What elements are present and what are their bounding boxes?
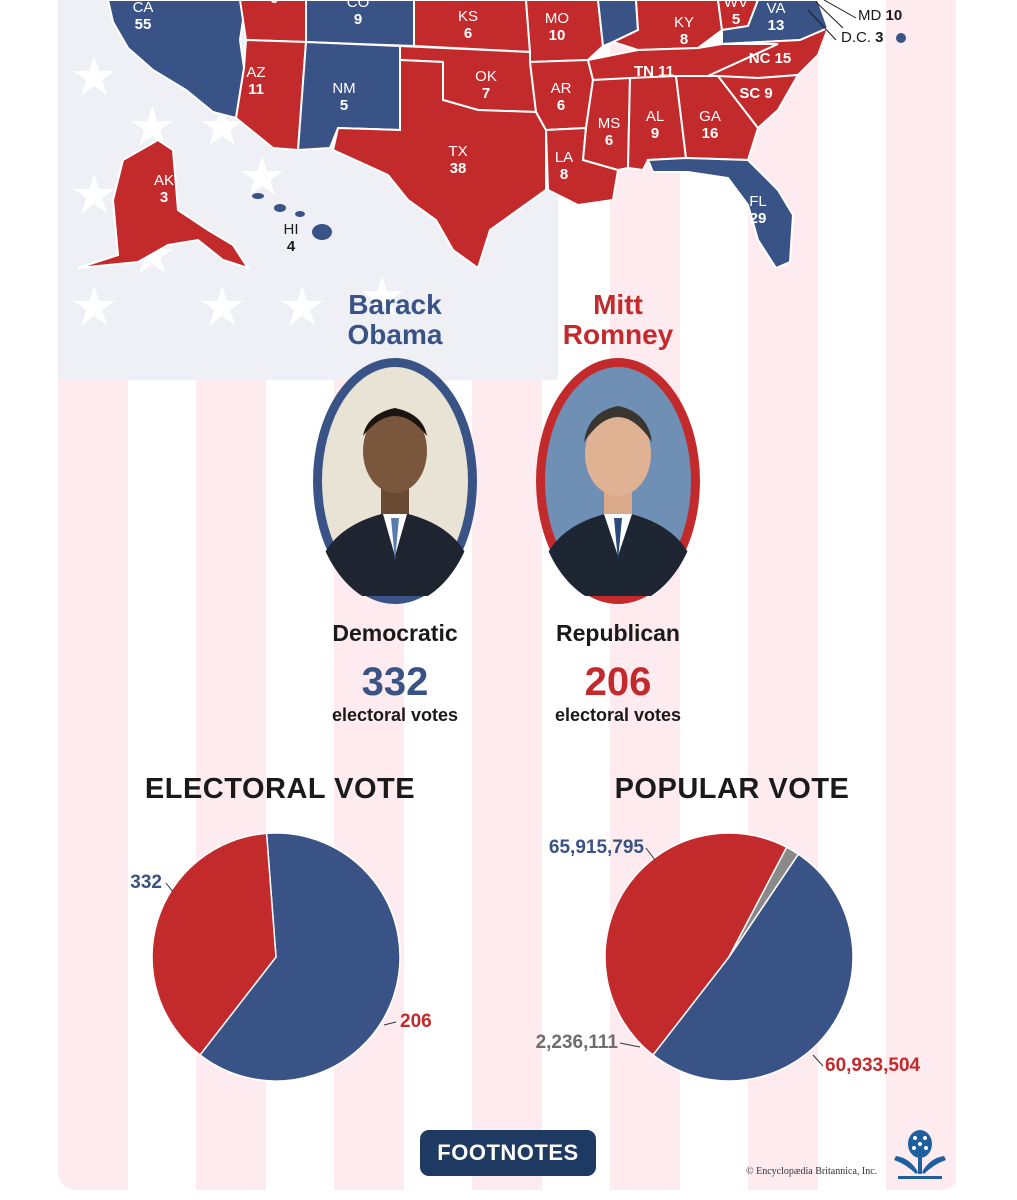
candidate-name-romney: Mitt Romney xyxy=(562,289,674,350)
state-label-hi: HI 4 xyxy=(283,221,299,255)
electoral-count-romney: 206 xyxy=(584,660,652,704)
pie-slice-democratic xyxy=(651,853,854,1082)
dc-marker xyxy=(896,33,906,43)
state-label-ok: OK 7 xyxy=(475,68,497,102)
pie-leader-line xyxy=(383,1021,397,1026)
state-label-ga: GA 16 xyxy=(699,108,721,142)
party-label-republican: Republican xyxy=(556,620,680,646)
pie-label-democratic: 65,915,795 xyxy=(549,837,645,858)
callout-label-md: MD 10 xyxy=(858,7,903,24)
star-icon: ★ xyxy=(70,163,119,226)
footnotes-button[interactable]: FOOTNOTES xyxy=(420,1130,596,1176)
callout-line xyxy=(807,9,837,41)
pie-leader-line xyxy=(619,1042,641,1048)
britannica-thistle-logo xyxy=(894,1130,946,1179)
pie-slice-republican xyxy=(151,832,277,1057)
pie-leader-line xyxy=(165,882,174,893)
state-label-nm: NM 5 xyxy=(332,80,356,114)
state-label-tn: TN 11 xyxy=(633,63,675,80)
electoral-count-obama: 332 xyxy=(361,660,429,704)
pie-slice-republican xyxy=(604,832,788,1057)
star-icon: ★ xyxy=(198,275,247,338)
state-label-la: LA 8 xyxy=(554,149,574,183)
state-label-mo: MO 10 xyxy=(544,10,570,44)
popular-vote-title: POPULAR VOTE xyxy=(614,773,850,805)
electoral-label-obama: electoral votes xyxy=(331,705,459,725)
electoral-label-romney: electoral votes xyxy=(554,705,682,725)
pie-slice-other xyxy=(728,846,800,958)
state-label-nv: 6 xyxy=(270,0,278,7)
copyright-text: © Encyclopædia Britannica, Inc. xyxy=(746,1166,878,1177)
obama-portrait xyxy=(313,358,477,604)
party-label-democratic: Democratic xyxy=(332,620,458,646)
state-label-ca: CA 55 xyxy=(132,0,154,33)
state-shape-fl xyxy=(646,156,795,270)
callout-line xyxy=(823,0,857,19)
us-electoral-map xyxy=(77,0,906,270)
state-shape-ca xyxy=(106,0,248,120)
state-label-ak: AK 3 xyxy=(153,172,175,206)
pie-label-democratic: 332 xyxy=(130,872,162,893)
state-shape-sc xyxy=(715,73,800,130)
pie-leader-line xyxy=(645,847,656,861)
state-label-nc: NC 15 xyxy=(748,50,792,67)
infographic-card: ★ ★ ★ ★ ★ ★ ★ ★ ★ ★ xyxy=(58,0,959,1190)
star-icon: ★ xyxy=(358,265,407,328)
star-icon: ★ xyxy=(278,275,327,338)
pie-slice-democratic xyxy=(198,832,401,1082)
state-label-ky: KY 8 xyxy=(673,14,695,48)
candidate-name-obama: Barack Obama xyxy=(347,289,443,350)
state-label-va: VA 13 xyxy=(766,0,786,34)
state-shape-tx xyxy=(331,58,547,270)
pie-label-republican: 206 xyxy=(400,1011,432,1032)
state-label-wv: WV 5 xyxy=(723,0,749,28)
star-icon: ★ xyxy=(70,275,119,338)
pie-leader-line xyxy=(812,1054,824,1067)
vote-pie-charts: 332 206 65,915,795 60,933,504 2,236,111 xyxy=(130,832,921,1082)
state-label-tx: TX 38 xyxy=(448,143,468,177)
pie-label-other: 2,236,111 xyxy=(536,1032,619,1053)
state-label-ms: MS 6 xyxy=(597,115,621,149)
state-label-az: AZ 11 xyxy=(246,64,266,98)
star-icon: ★ xyxy=(70,45,119,108)
pie-label-republican: 60,933,504 xyxy=(825,1055,921,1076)
state-shape-ak xyxy=(77,138,251,270)
callout-line xyxy=(815,1,844,29)
state-shape-ga xyxy=(674,75,760,162)
romney-portrait xyxy=(536,358,700,604)
state-label-fl: FL 29 xyxy=(749,193,767,227)
state-label-co: CO 9 xyxy=(346,0,370,28)
callout-label-dc: D.C. 3 xyxy=(841,29,884,46)
state-label-al: AL 9 xyxy=(645,108,665,142)
electoral-vote-title: ELECTORAL VOTE xyxy=(144,773,416,805)
state-label-sc: SC 9 xyxy=(739,85,773,102)
state-shape-hi xyxy=(252,193,332,240)
state-label-ar: AR 6 xyxy=(550,80,572,114)
state-label-ks: KS 6 xyxy=(457,8,479,42)
